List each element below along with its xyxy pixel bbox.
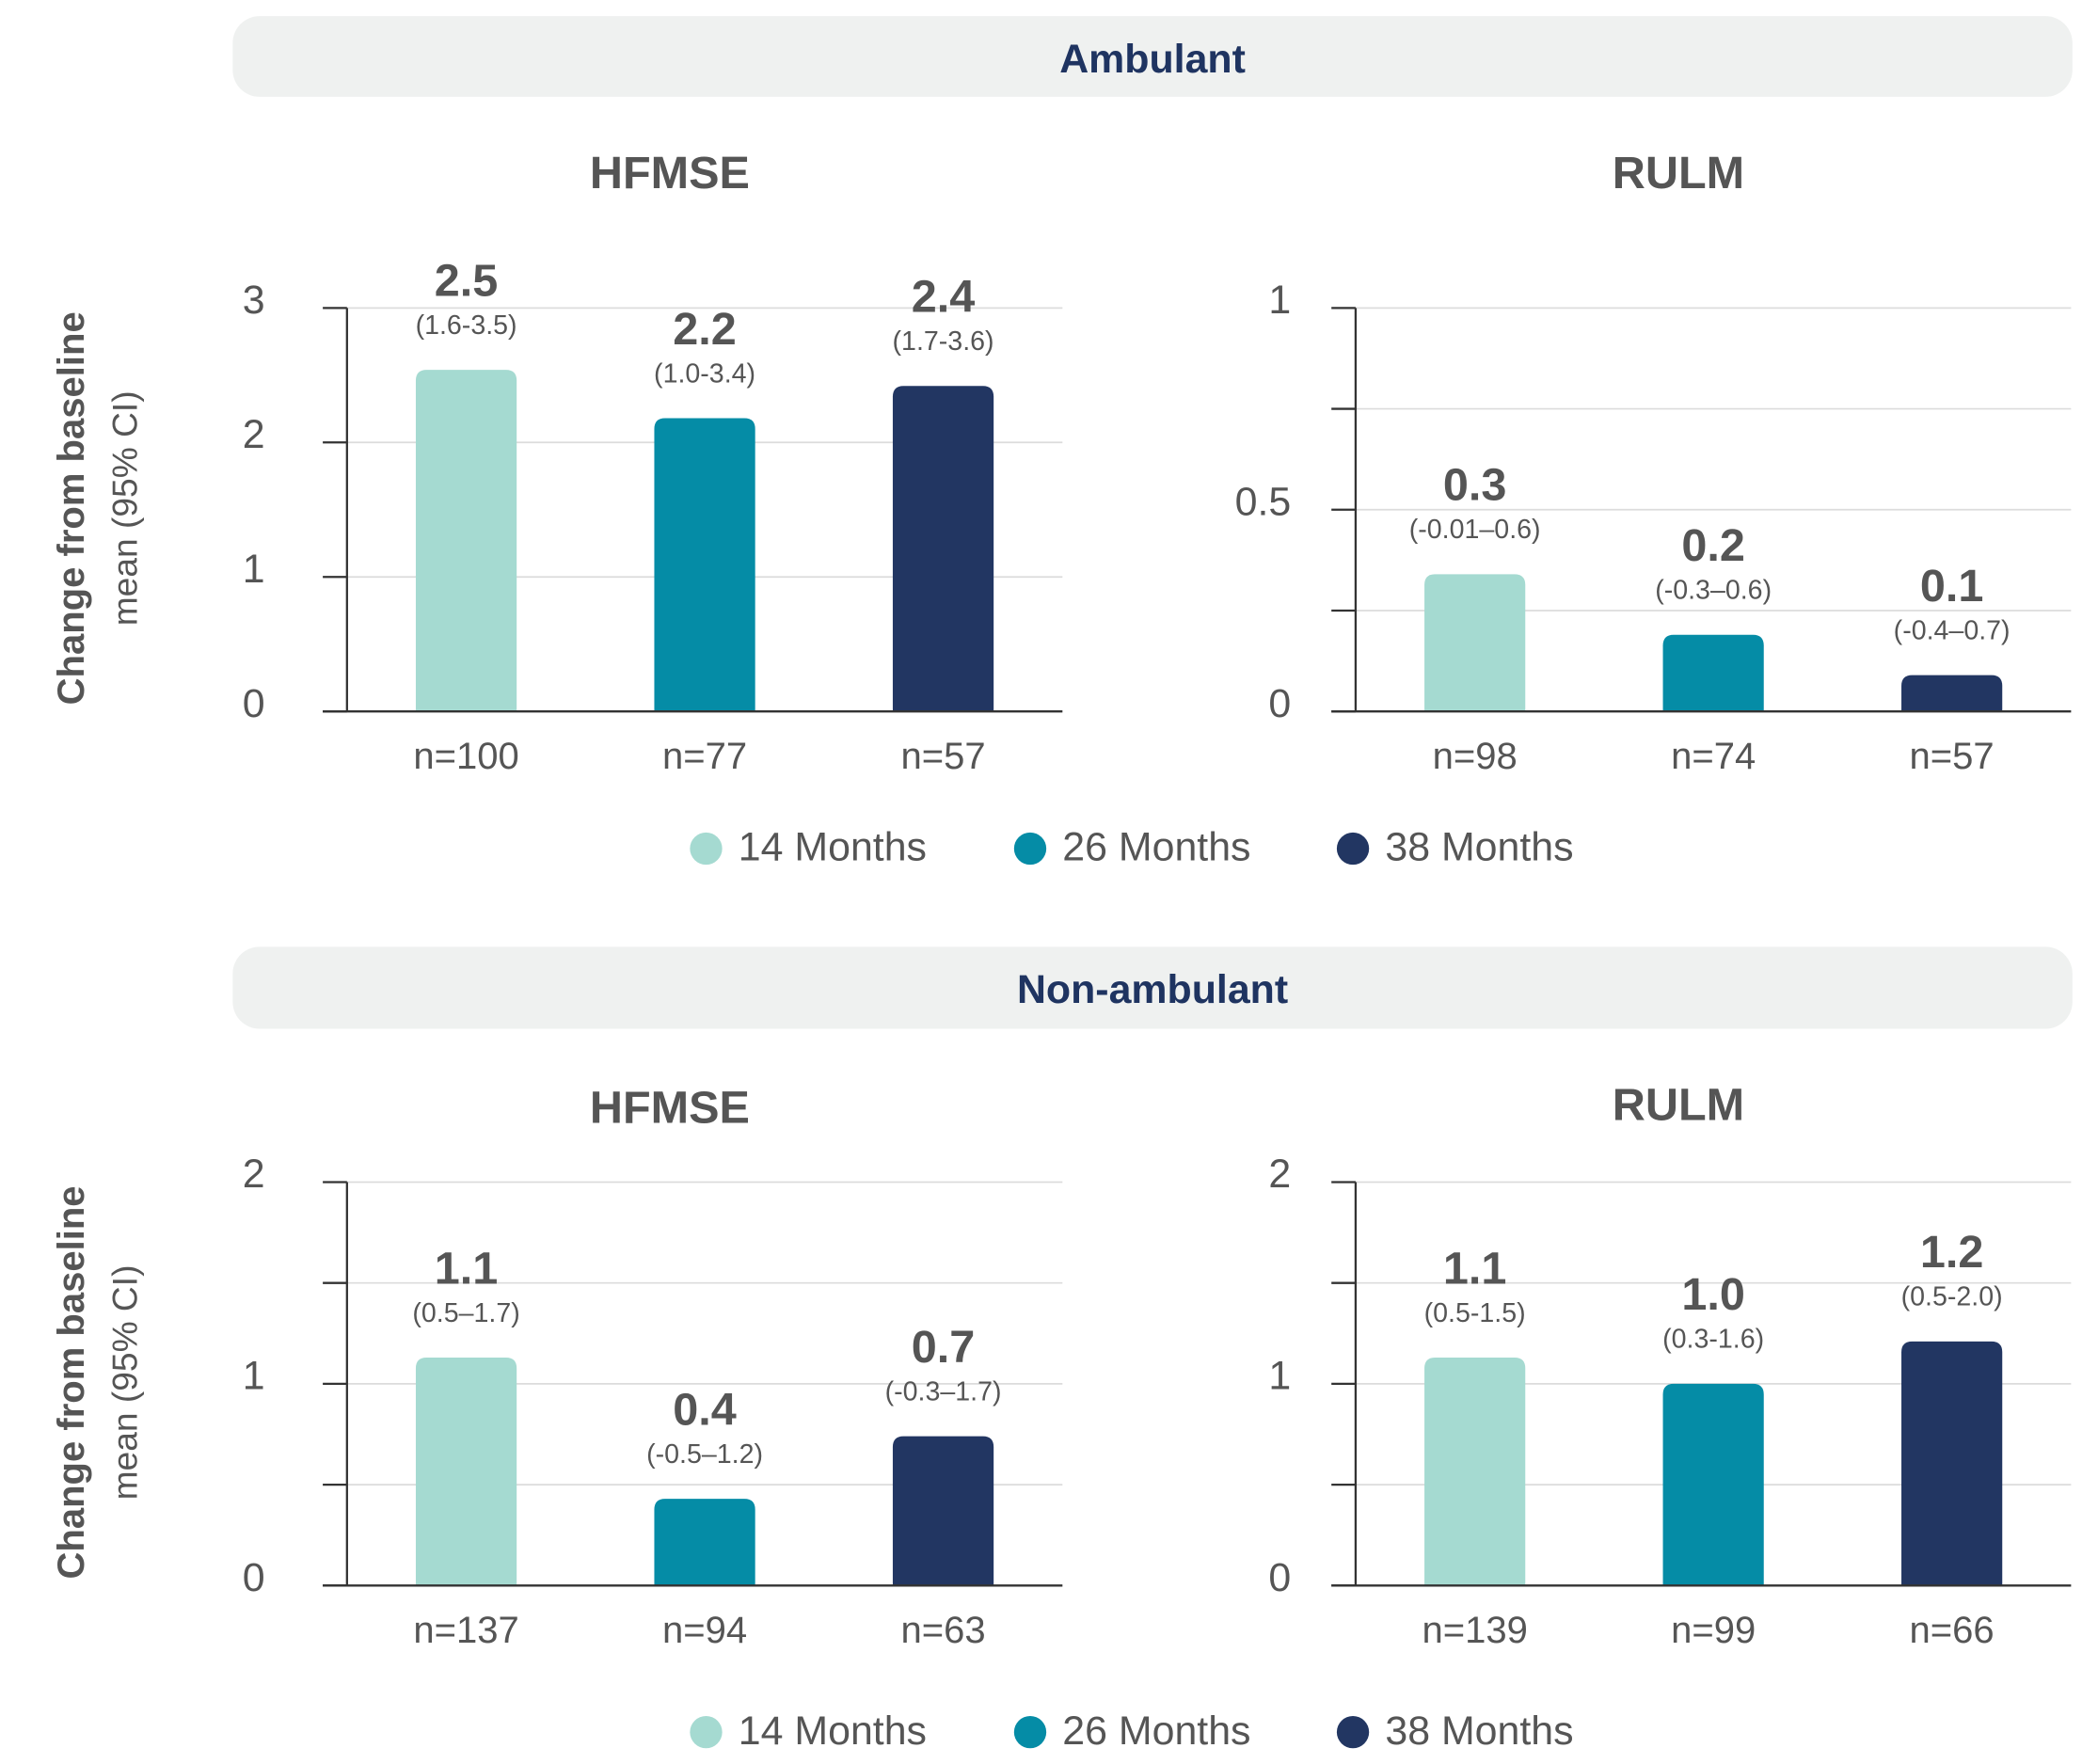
legend-label: 14 Months (739, 1708, 927, 1754)
x-tick-label: n=74 (1671, 736, 1756, 777)
x-tick-label: n=100 (413, 736, 518, 777)
y-axis-label: Change from baseline (51, 1185, 92, 1579)
value-label: 2.5 (435, 255, 499, 306)
ci-label: (0.3-1.6) (1662, 1325, 1764, 1355)
y-tick-label: 3 (243, 278, 265, 323)
y-tick-label: 1 (1268, 1354, 1291, 1399)
value-label: 0.7 (912, 1322, 976, 1373)
bar (1662, 1383, 1764, 1586)
y-axis-sublabel: mean (95% CI) (105, 1265, 145, 1501)
legend-swatch (1336, 832, 1370, 866)
bar (1424, 1358, 1526, 1586)
ci-label: (-0.5–1.2) (646, 1439, 763, 1470)
x-tick-label: n=98 (1433, 736, 1518, 777)
ci-label: (0.5-2.0) (1901, 1282, 2003, 1312)
y-tick-label: 0.5 (1235, 479, 1292, 524)
y-tick-label: 0 (243, 1555, 265, 1600)
value-label: 2.2 (673, 304, 737, 355)
value-label: 1.0 (1681, 1269, 1745, 1320)
ci-label: (0.5-1.5) (1424, 1298, 1526, 1328)
y-tick-label: 1 (243, 547, 265, 592)
ci-label: (-0.4–0.7) (1894, 615, 2011, 645)
x-tick-label: n=63 (900, 1610, 985, 1651)
y-axis-sublabel: mean (95% CI) (105, 390, 145, 626)
y-tick-label: 0 (243, 681, 265, 726)
section-header-bg (232, 16, 2073, 97)
bar (1901, 675, 2003, 712)
x-tick-label: n=66 (1910, 1610, 1995, 1651)
y-axis-label: Change from baseline (51, 311, 92, 705)
bar (654, 1499, 755, 1586)
legend-label: 38 Months (1385, 825, 1573, 870)
y-tick-label: 2 (243, 1152, 265, 1197)
x-tick-label: n=94 (662, 1610, 747, 1651)
x-tick-label: n=99 (1671, 1610, 1756, 1651)
y-tick-label: 2 (243, 412, 265, 457)
section-title: Non-ambulant (1017, 967, 1288, 1012)
value-label: 0.4 (673, 1384, 737, 1435)
x-tick-label: n=77 (662, 736, 747, 777)
chart-title: HFMSE (590, 148, 750, 199)
value-label: 1.2 (1920, 1227, 1984, 1278)
bar (892, 1436, 994, 1586)
section-header-bg (232, 946, 2073, 1029)
y-tick-label: 0 (1268, 681, 1291, 726)
value-label: 1.1 (435, 1243, 499, 1294)
bar (654, 418, 755, 712)
ci-label: (0.5–1.7) (412, 1298, 519, 1328)
bar (1662, 634, 1764, 712)
bar (1901, 1341, 2003, 1586)
legend-swatch (690, 832, 723, 866)
y-tick-label: 2 (1268, 1152, 1291, 1197)
legend-label: 26 Months (1062, 1708, 1250, 1754)
chart-title: RULM (1613, 1080, 1744, 1131)
x-tick-label: n=57 (1910, 736, 1995, 777)
legend-label: 14 Months (739, 825, 927, 870)
bar (892, 386, 994, 712)
value-label: 2.4 (912, 272, 976, 323)
x-tick-label: n=57 (900, 736, 985, 777)
y-tick-label: 1 (243, 1354, 265, 1399)
legend-swatch (690, 1715, 723, 1749)
x-tick-label: n=139 (1422, 1610, 1527, 1651)
legend-swatch (1013, 832, 1047, 866)
legend-swatch (1336, 1715, 1370, 1749)
ci-label: (-0.3–1.7) (885, 1376, 1002, 1406)
value-label: 0.1 (1920, 561, 1984, 612)
legend-label: 38 Months (1385, 1708, 1573, 1754)
bar (415, 1358, 517, 1586)
bar (415, 370, 517, 712)
bar (1424, 574, 1526, 712)
chart-title: HFMSE (590, 1083, 750, 1134)
value-label: 0.2 (1681, 520, 1745, 571)
ci-label: (1.6-3.5) (416, 310, 517, 341)
ci-label: (1.7-3.6) (893, 326, 994, 357)
ci-label: (1.0-3.4) (654, 358, 755, 389)
y-tick-label: 1 (1268, 278, 1291, 323)
value-label: 0.3 (1443, 460, 1507, 511)
chart-title: RULM (1613, 148, 1744, 199)
legend-label: 26 Months (1062, 825, 1250, 870)
y-tick-label: 0 (1268, 1555, 1291, 1600)
section-title: Ambulant (1059, 37, 1246, 82)
x-tick-label: n=137 (413, 1610, 518, 1651)
ci-label: (-0.3–0.6) (1655, 576, 1772, 606)
legend-swatch (1013, 1715, 1047, 1749)
value-label: 1.1 (1443, 1243, 1507, 1294)
ci-label: (-0.01–0.6) (1409, 515, 1541, 545)
